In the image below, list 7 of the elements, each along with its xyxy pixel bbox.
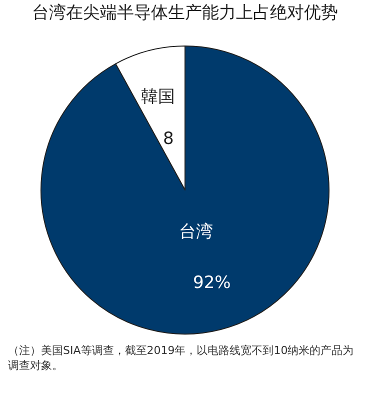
slice-label: 韓国 [141,87,175,107]
text: （注）美国SIA等调查，截至2019年，以电路线宽不到10纳米的产品为调查对象。 [8,344,355,374]
chart-title: 台湾在尖端半导体生产能力上占绝对优势 [32,3,338,24]
data-label: 8 [163,129,174,149]
slice-label: 台湾 [179,222,213,242]
data-label: 92% [193,273,231,293]
pie-slice [40,46,330,334]
